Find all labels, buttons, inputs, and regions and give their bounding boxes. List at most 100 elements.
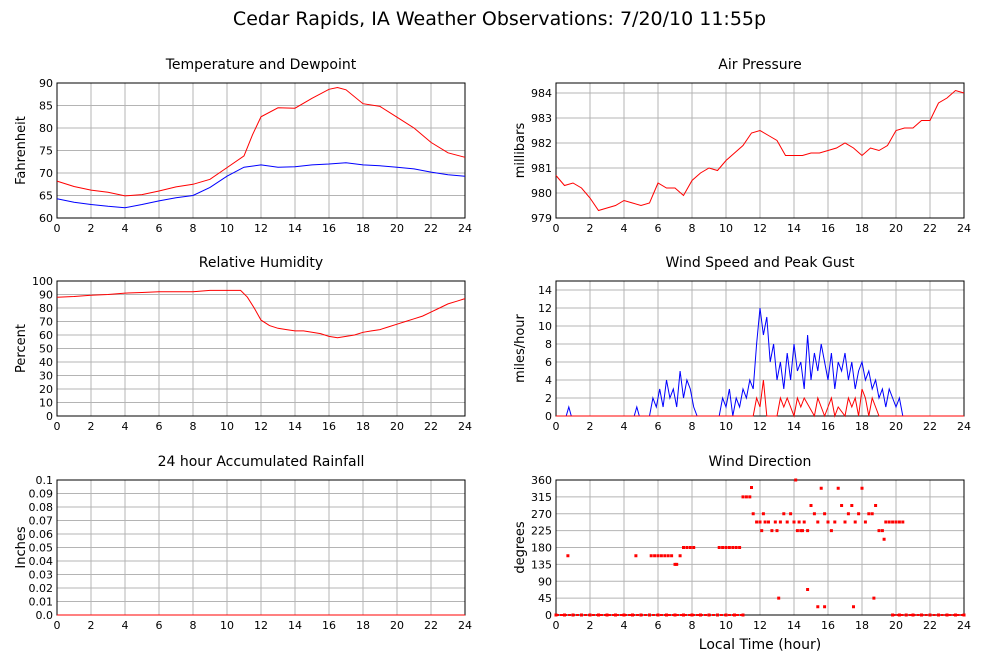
y-tick-label: 0.1 (36, 474, 54, 487)
x-tick-label: 24 (458, 619, 472, 632)
data-point (659, 554, 663, 558)
data-point (846, 512, 850, 516)
y-tick-label: 0.0 (36, 609, 54, 622)
y-tick-label: 0.06 (29, 528, 54, 541)
data-point (860, 486, 864, 490)
x-tick-label: 2 (88, 619, 95, 632)
y-tick-label: 0.08 (29, 501, 54, 514)
x-tick-label: 20 (889, 222, 903, 235)
x-tick-label: 14 (787, 619, 801, 632)
y-tick-label: 60 (39, 212, 53, 225)
y-tick-label: 0 (545, 609, 552, 622)
x-tick-label: 16 (322, 619, 336, 632)
data-point (891, 520, 895, 524)
data-point (894, 520, 898, 524)
data-point (816, 520, 820, 524)
data-point (887, 520, 891, 524)
data-point (962, 613, 966, 617)
data-point (678, 554, 682, 558)
x-tick-label: 14 (288, 222, 302, 235)
y-tick-label: 315 (531, 491, 552, 504)
air-pressure-chart: 0 2 4 6 8 10 12 14 16 18 20 22 24979980981982983984A… (513, 57, 971, 235)
data-point (767, 520, 770, 524)
x-tick-label: 10 (719, 222, 733, 235)
y-tick-label: 70 (39, 316, 53, 329)
x-tick-label: 24 (957, 619, 971, 632)
data-point (840, 504, 844, 507)
y-tick-label: 982 (531, 137, 552, 150)
data-point (870, 512, 874, 516)
x-tick-label: 22 (923, 420, 937, 433)
series-line-primary (556, 307, 964, 417)
y-tick-label: 8 (545, 338, 552, 351)
series-line-primary (56, 289, 466, 339)
y-tick-label: 979 (531, 212, 552, 225)
relative-humidity-chart: 0 2 4 6 8 10 12 14 16 18 20 22 240102030405060708090… (14, 255, 472, 433)
data-point (724, 546, 728, 549)
data-point (775, 529, 779, 533)
x-tick-label: 0 (553, 619, 560, 632)
y-tick-label: 60 (39, 329, 53, 342)
data-point (882, 537, 886, 541)
data-point (884, 520, 888, 524)
x-tick-label: 18 (855, 222, 869, 235)
y-tick-label: 100 (32, 275, 53, 288)
x-tick-label: 14 (288, 619, 302, 632)
wind-direction-xlabel: Local Time (hour) (699, 637, 821, 653)
x-tick-label: 4 (122, 420, 129, 433)
x-tick-label: 6 (156, 222, 163, 235)
data-point (874, 504, 878, 507)
data-point (663, 554, 667, 558)
y-tick-label: 984 (531, 87, 552, 100)
x-tick-label: 16 (821, 420, 835, 433)
y-tick-label: 981 (531, 162, 552, 175)
data-point (872, 596, 876, 600)
x-tick-label: 10 (719, 619, 733, 632)
y-tick-label: 6 (545, 356, 552, 369)
y-tick-label: 225 (531, 525, 552, 538)
y-tick-label: 45 (538, 592, 552, 605)
y-tick-label: 0 (46, 410, 53, 423)
x-tick-label: 8 (689, 420, 696, 433)
temperature-and-dewpoint-chart: 0 2 4 6 8 10 12 14 16 18 20 22 2460657075808590Tempe… (14, 57, 472, 235)
temperature-and-dewpoint-title: Temperature and Dewpoint (165, 57, 357, 73)
y-tick-label: 70 (39, 167, 53, 180)
data-point (673, 562, 677, 566)
data-point (670, 554, 674, 558)
plot-frame (555, 280, 965, 417)
data-point (792, 520, 796, 524)
y-tick-label: 90 (39, 289, 53, 302)
plot-frame (555, 82, 965, 219)
data-point (758, 520, 762, 524)
x-tick-label: 2 (88, 222, 95, 235)
data-point (799, 529, 803, 533)
x-tick-label: 4 (122, 222, 129, 235)
data-point (836, 486, 840, 490)
y-tick-label: 0.03 (29, 569, 54, 582)
y-tick-label: 20 (39, 383, 53, 396)
y-tick-label: 90 (39, 77, 53, 90)
x-tick-label: 12 (753, 619, 767, 632)
wind-speed-and-peak-gust-ylabel: miles/hour (513, 313, 528, 382)
x-tick-label: 0 (54, 420, 61, 433)
relative-humidity-title: Relative Humidity (199, 255, 323, 271)
x-tick-label: 22 (424, 619, 438, 632)
data-point (880, 529, 884, 533)
data-point (833, 520, 837, 524)
data-point (863, 520, 867, 524)
x-tick-label: 10 (220, 420, 234, 433)
x-tick-label: 24 (957, 222, 971, 235)
data-point (778, 520, 782, 524)
data-point (823, 512, 827, 516)
x-tick-label: 16 (322, 222, 336, 235)
y-tick-label: 50 (39, 343, 53, 356)
air-pressure-title: Air Pressure (718, 57, 801, 73)
data-point (795, 529, 799, 533)
x-tick-label: 6 (156, 420, 163, 433)
air-pressure-ylabel: millibars (513, 123, 528, 179)
data-point (897, 520, 901, 524)
y-tick-label: 30 (39, 370, 53, 383)
x-tick-label: 16 (821, 619, 835, 632)
data-point (829, 529, 833, 533)
